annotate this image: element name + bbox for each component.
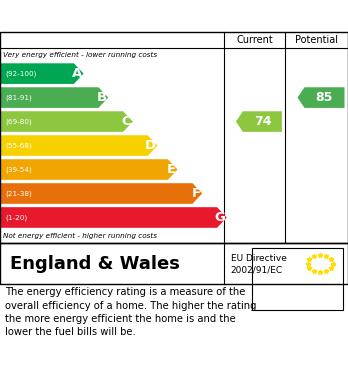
Polygon shape: [0, 183, 202, 204]
Polygon shape: [0, 135, 157, 156]
Text: Energy Efficiency Rating: Energy Efficiency Rating: [9, 9, 211, 23]
Text: C: C: [121, 115, 131, 128]
Text: 85: 85: [315, 91, 332, 104]
Polygon shape: [298, 87, 345, 108]
Text: (69-80): (69-80): [5, 118, 32, 125]
Polygon shape: [0, 159, 177, 180]
Text: G: G: [214, 211, 225, 224]
Polygon shape: [0, 63, 84, 84]
Text: (21-38): (21-38): [5, 190, 32, 197]
Text: Current: Current: [236, 35, 273, 45]
Text: (39-54): (39-54): [5, 166, 32, 173]
Text: B: B: [96, 91, 106, 104]
Polygon shape: [0, 207, 227, 228]
Polygon shape: [236, 111, 282, 132]
Polygon shape: [0, 111, 133, 132]
Text: England & Wales: England & Wales: [10, 255, 180, 273]
Text: (92-100): (92-100): [5, 70, 37, 77]
Polygon shape: [0, 87, 108, 108]
Text: 74: 74: [254, 115, 272, 128]
Text: (55-68): (55-68): [5, 142, 32, 149]
Text: Not energy efficient - higher running costs: Not energy efficient - higher running co…: [3, 233, 158, 239]
Text: The energy efficiency rating is a measure of the
overall efficiency of a home. T: The energy efficiency rating is a measur…: [5, 287, 257, 337]
Text: D: D: [144, 139, 156, 152]
Text: (1-20): (1-20): [5, 214, 27, 221]
Text: E: E: [167, 163, 176, 176]
Text: EU Directive: EU Directive: [231, 254, 287, 263]
Text: A: A: [72, 67, 82, 80]
Text: Potential: Potential: [295, 35, 338, 45]
Text: 2002/91/EC: 2002/91/EC: [231, 265, 283, 274]
Text: (81-91): (81-91): [5, 94, 32, 101]
Text: Very energy efficient - lower running costs: Very energy efficient - lower running co…: [3, 52, 158, 58]
Text: F: F: [191, 187, 200, 200]
